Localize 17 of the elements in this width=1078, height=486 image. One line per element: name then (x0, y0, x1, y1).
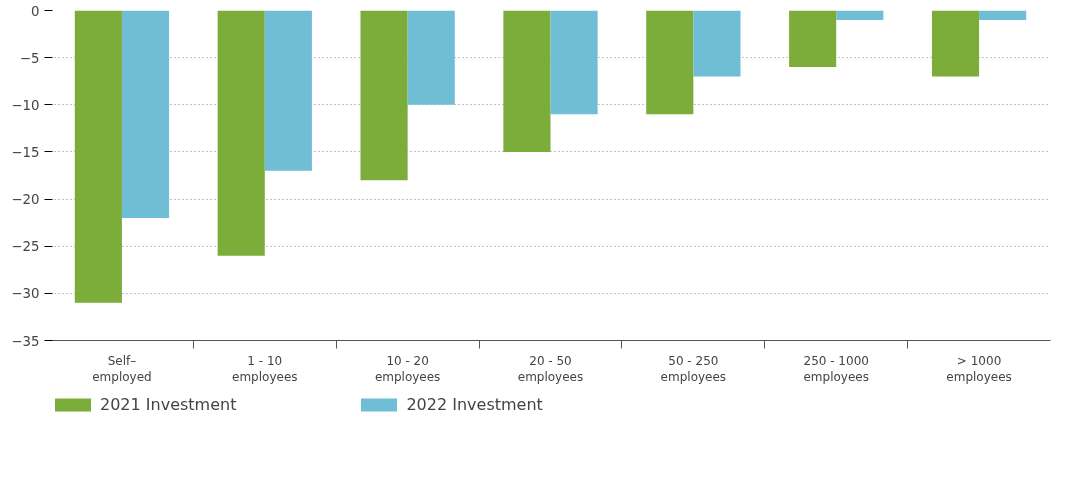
x-tick-label: > 1000 employees (946, 353, 1012, 385)
y-tick-label: −35 (11, 333, 40, 349)
y-tick-label: −15 (11, 144, 40, 160)
y-tick-label: −30 (11, 286, 40, 302)
x-tick-label: Self– employed (92, 353, 152, 385)
legend-label: 2021 Investment (100, 394, 237, 414)
y-tick-label: −5 (19, 50, 40, 66)
x-tick-label: 50 - 250 employees (660, 353, 727, 385)
x-tick-label: 250 - 1000 employees (803, 353, 869, 385)
x-tick-label: 10 - 20 employees (374, 353, 441, 385)
x-tick-label: 1 - 10 employees (232, 353, 298, 385)
x-tick-label: 20 - 50 employees (517, 353, 584, 385)
y-tick-label: −20 (11, 192, 40, 208)
y-tick-label: 0 (31, 3, 40, 19)
legend-label: 2022 Investment (406, 394, 543, 414)
y-tick-label: −25 (11, 239, 40, 255)
y-tick-label: −10 (11, 97, 40, 113)
